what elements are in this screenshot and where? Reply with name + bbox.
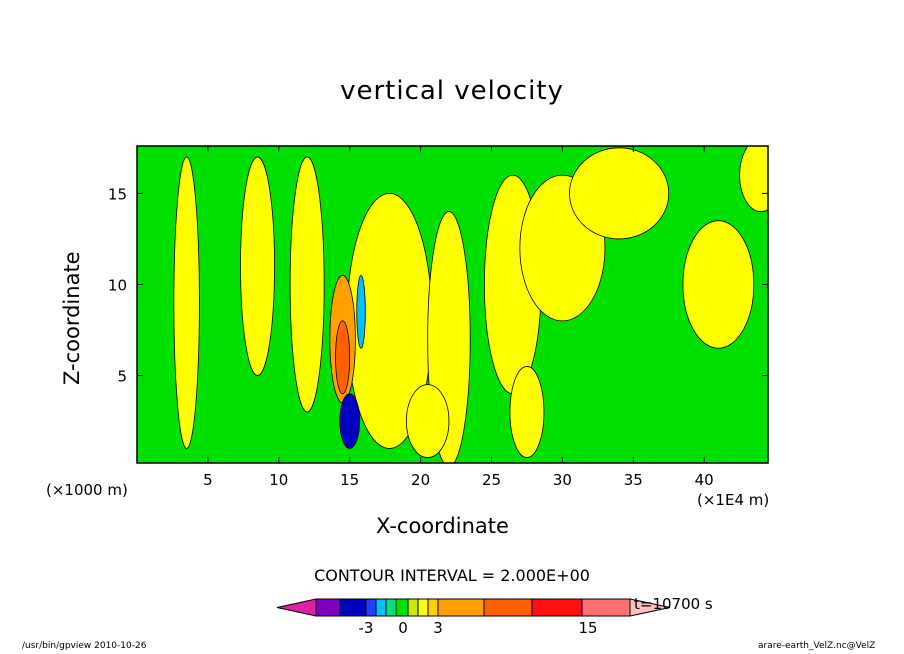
x-tick-label: 35 [624, 471, 643, 489]
colorbar-min-arrow [276, 598, 317, 617]
colorbar-cell [385, 598, 397, 617]
contour-region-14 [356, 274, 366, 349]
colorbar-cell [395, 598, 409, 617]
contour-region-15 [339, 393, 361, 449]
footer-right: arare-earth_VelZ.nc@VelZ [758, 641, 876, 651]
y-tick-label: 10 [108, 276, 127, 294]
colorbar-tick-label: 0 [398, 619, 408, 637]
colorbar-max-arrow [629, 598, 671, 617]
x-tick-label: 10 [269, 471, 288, 489]
contour-region-0 [173, 156, 200, 449]
contour-region-8 [682, 220, 755, 349]
contour-region-9 [739, 146, 768, 212]
plot-frame [136, 145, 769, 464]
x-tick-label: 25 [482, 471, 501, 489]
contour-region-2 [289, 156, 325, 413]
colorbar-cell [417, 598, 429, 617]
colorbar-cell [531, 598, 583, 617]
x-tick-label: 30 [553, 471, 572, 489]
x-tick-label: 40 [695, 471, 714, 489]
x-tick-label: 20 [411, 471, 430, 489]
colorbar-tick-label: -3 [359, 619, 374, 637]
footer-left: /usr/bin/gpview 2010-10-26 [22, 641, 147, 651]
colorbar-cell [581, 598, 631, 617]
colorbar-cell [437, 598, 485, 617]
colorbar: -3 0 3 15 [276, 598, 671, 637]
time-label: t=10700 s [634, 595, 713, 613]
x-tick-label: 15 [340, 471, 359, 489]
colorbar-cell [365, 598, 377, 617]
colorbar-tick-label: 15 [578, 619, 597, 637]
contour-region-7 [569, 147, 670, 240]
contour-region-1 [240, 156, 275, 376]
x-unit-left: (×1000 m) [46, 481, 128, 499]
colorbar-cell [407, 598, 419, 617]
colorbar-tick-label: 3 [433, 619, 443, 637]
x-axis: 5 10 15 20 25 30 35 40 [203, 146, 714, 489]
colorbar-cell [427, 598, 439, 617]
y-axis: 5 10 15 [108, 185, 768, 386]
x-unit-right: (×1E4 m) [697, 491, 770, 509]
contour-interval: CONTOUR INTERVAL = 2.000E+00 [314, 566, 590, 585]
x-axis-label: X-coordinate [376, 514, 509, 538]
colorbar-cell [339, 598, 367, 617]
y-tick-label: 15 [108, 185, 127, 203]
contour-fields [173, 146, 768, 463]
y-axis-label: Z-coordinate [60, 251, 84, 385]
contour-region-11 [509, 366, 545, 458]
contour-region-10 [406, 384, 450, 458]
contour-region-13 [335, 320, 351, 395]
colorbar-cell [315, 598, 341, 617]
chart-title: vertical velocity [340, 76, 564, 106]
y-tick-label: 5 [117, 368, 127, 386]
x-tick-label: 5 [203, 471, 213, 489]
colorbar-cell [375, 598, 387, 617]
colorbar-cell [483, 598, 533, 617]
